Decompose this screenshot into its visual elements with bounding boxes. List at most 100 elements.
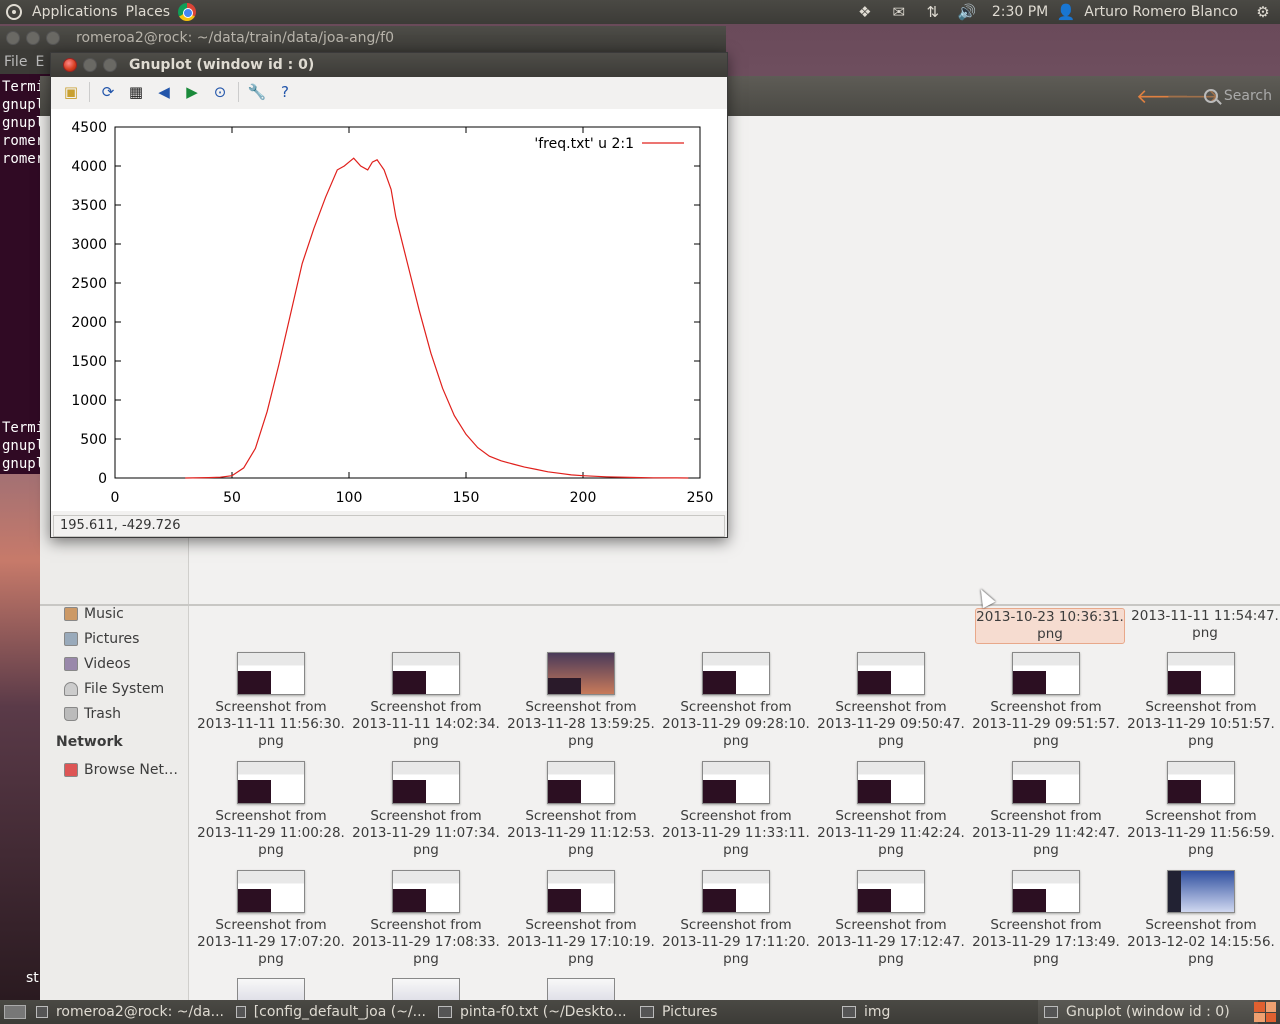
file-thumbnail-partial[interactable] <box>237 978 305 1000</box>
gnuplot-window[interactable]: Gnuplot (window id : 0) ▣ ⟳ ▦ ◀ ▶ ⊙ 🔧 ? … <box>50 52 728 538</box>
file-thumbnail <box>1167 652 1235 695</box>
terminal-menu-file[interactable]: File <box>4 54 28 70</box>
taskbar-item[interactable]: romeroa2@rock: ~/da... <box>30 1000 230 1024</box>
user-menu[interactable]: Arturo Romero Blanco <box>1084 4 1238 20</box>
sidebar-item-pictures[interactable]: Pictures <box>64 631 139 647</box>
plot-area[interactable]: 0 500 1000 1500 2000 2500 3000 3500 4000 4500 0 50 1… <box>51 109 727 511</box>
taskbar-item[interactable]: Gnuplot (window id : 0) <box>1038 1000 1258 1024</box>
file-item[interactable]: 2013-10-23 10:36:31. png <box>975 608 1125 644</box>
ubuntu-logo-icon[interactable] <box>6 4 22 20</box>
file-item[interactable]: Screenshot from 2013-11-29 11:42:24. png <box>816 761 966 859</box>
file-item[interactable]: Screenshot from 2013-11-29 09:28:10. png <box>661 652 811 750</box>
file-thumbnail <box>1167 870 1235 913</box>
terminal-maximize-button[interactable] <box>46 31 60 45</box>
file-item[interactable]: Screenshot from 2013-12-02 14:15:56. png <box>1126 870 1276 968</box>
applications-menu[interactable]: Applications <box>32 4 118 20</box>
y-tick-label: 4000 <box>71 159 107 175</box>
workspace-switcher-icon[interactable] <box>1254 1002 1276 1022</box>
help-icon[interactable]: ? <box>281 83 289 101</box>
terminal-line: Termi <box>2 79 45 95</box>
file-item[interactable]: Screenshot from 2013-11-29 09:50:47. png <box>816 652 966 750</box>
file-item[interactable]: Screenshot from 2013-11-11 11:56:30. png <box>196 652 346 750</box>
terminal-line: gnuplo <box>2 97 53 113</box>
file-name-line2: 2013-11-29 11:00:28. <box>197 825 345 841</box>
file-name-line2: 2013-11-29 17:12:47. <box>817 934 965 950</box>
file-item[interactable]: Screenshot from 2013-11-29 17:11:20. png <box>661 870 811 968</box>
gnuplot-minimize-button[interactable] <box>83 58 97 72</box>
file-thumbnail <box>857 870 925 913</box>
file-item[interactable]: Screenshot from 2013-11-29 17:12:47. png <box>816 870 966 968</box>
y-tick-label: 3500 <box>71 198 107 214</box>
file-item[interactable]: Screenshot from 2013-11-29 17:10:19. png <box>506 870 656 968</box>
chrome-launcher-icon[interactable] <box>178 3 197 21</box>
toolbar-separator <box>89 82 90 102</box>
file-thumbnail-partial[interactable] <box>547 978 615 1000</box>
file-name-line3: png <box>258 951 284 967</box>
mail-icon[interactable]: ✉ <box>892 3 906 21</box>
session-gear-icon[interactable]: ⚙ <box>1256 3 1270 21</box>
taskbar-item[interactable]: [config_default_joa (~/... <box>230 1000 432 1024</box>
sidebar-item-label: Music <box>84 606 124 622</box>
file-name-line1: Screenshot from <box>990 699 1102 715</box>
file-name-line3: png <box>1188 842 1214 858</box>
file-name-line2: 2013-11-29 09:51:57. <box>972 716 1120 732</box>
gnuplot-titlebar[interactable]: Gnuplot (window id : 0) <box>51 53 727 77</box>
file-item[interactable]: Screenshot from 2013-11-11 14:02:34. png <box>351 652 501 750</box>
file-name-line1: Screenshot from <box>1145 699 1257 715</box>
file-item[interactable]: Screenshot from 2013-11-29 11:00:28. png <box>196 761 346 859</box>
file-name-line1: Screenshot from <box>835 808 947 824</box>
search-button[interactable]: Search <box>1223 88 1272 104</box>
file-name-line2: 2013-11-29 17:10:19. <box>507 934 655 950</box>
taskbar-item[interactable]: pinta-f0.txt (~/Deskto... <box>432 1000 634 1024</box>
taskbar-item-label: Gnuplot (window id : 0) <box>1066 1004 1230 1020</box>
sidebar-item-music[interactable]: Music <box>64 606 124 622</box>
replot-icon[interactable]: ⟳ <box>101 83 115 101</box>
network-icon[interactable]: ⇅ <box>926 3 940 21</box>
show-desktop-icon[interactable] <box>4 1005 26 1019</box>
file-item[interactable]: Screenshot from 2013-11-29 17:07:20. png <box>196 870 346 968</box>
zoom-forward-icon[interactable]: ▶ <box>186 83 198 101</box>
file-item[interactable]: Screenshot from 2013-11-29 09:51:57. png <box>971 652 1121 750</box>
taskbar-item[interactable]: img <box>836 1000 1038 1024</box>
file-item[interactable]: Screenshot from 2013-11-29 11:33:11. png <box>661 761 811 859</box>
file-item[interactable]: Screenshot from 2013-11-29 11:42:47. png <box>971 761 1121 859</box>
file-item[interactable]: Screenshot from 2013-11-29 11:56:59. png <box>1126 761 1276 859</box>
volume-icon[interactable]: 🔊 <box>957 3 977 21</box>
file-item[interactable]: Screenshot from 2013-11-29 10:51:57. png <box>1126 652 1276 750</box>
file-name-line3: png <box>1033 733 1059 749</box>
grid-icon[interactable]: ▦ <box>128 83 144 101</box>
y-tick-label: 2000 <box>71 315 107 331</box>
file-item[interactable]: Screenshot from 2013-11-29 17:13:49. png <box>971 870 1121 968</box>
terminal-menu-edit[interactable]: E <box>35 54 45 70</box>
sidebar-item-trash[interactable]: Trash <box>64 706 121 722</box>
gnuplot-maximize-button[interactable] <box>103 58 117 72</box>
autoscale-icon[interactable]: ⊙ <box>213 83 227 101</box>
configure-icon[interactable]: 🔧 <box>247 83 267 101</box>
zoom-back-icon[interactable]: ◀ <box>158 83 170 101</box>
copy-to-clipboard-icon[interactable]: ▣ <box>63 83 79 101</box>
back-arrow-icon[interactable]: 🡐 <box>1135 84 1190 108</box>
file-name-line2: 2013-12-02 14:15:56. <box>1127 934 1275 950</box>
terminal-titlebar[interactable]: romeroa2@rock: ~/data/train/data/joa-ang… <box>0 26 726 50</box>
file-item[interactable]: Screenshot from 2013-11-29 17:08:33. png <box>351 870 501 968</box>
file-item[interactable]: Screenshot from 2013-11-28 13:59:25. png <box>506 652 656 750</box>
sidebar-item-browse-network[interactable]: Browse Net… <box>64 762 178 778</box>
file-item[interactable]: Screenshot from 2013-11-29 11:07:34. png <box>351 761 501 859</box>
taskbar-item[interactable]: Pictures <box>634 1000 836 1024</box>
gnuplot-close-button[interactable] <box>63 58 77 72</box>
dropbox-icon[interactable]: ❖ <box>858 3 872 21</box>
file-item[interactable]: 2013-11-11 11:54:47. png <box>1130 608 1280 642</box>
file-thumbnail-partial[interactable] <box>392 978 460 1000</box>
top-panel: Applications Places ❖ ✉ ⇅ 🔊 2:30 PM 👤 Ar… <box>0 0 1280 24</box>
forward-arrow-icon[interactable]: 🡒 <box>1165 84 1220 108</box>
text-editor-icon <box>438 1006 452 1018</box>
terminal-close-button[interactable] <box>6 31 20 45</box>
clock[interactable]: 2:30 PM <box>991 4 1049 20</box>
search-icon[interactable] <box>1203 89 1218 103</box>
terminal-minimize-button[interactable] <box>26 31 40 45</box>
sidebar-item-videos[interactable]: Videos <box>64 656 131 672</box>
file-item[interactable]: Screenshot from 2013-11-29 11:12:53. png <box>506 761 656 859</box>
sidebar-item-file-system[interactable]: File System <box>64 681 164 697</box>
places-menu[interactable]: Places <box>125 4 171 20</box>
file-thumbnail <box>392 652 460 695</box>
